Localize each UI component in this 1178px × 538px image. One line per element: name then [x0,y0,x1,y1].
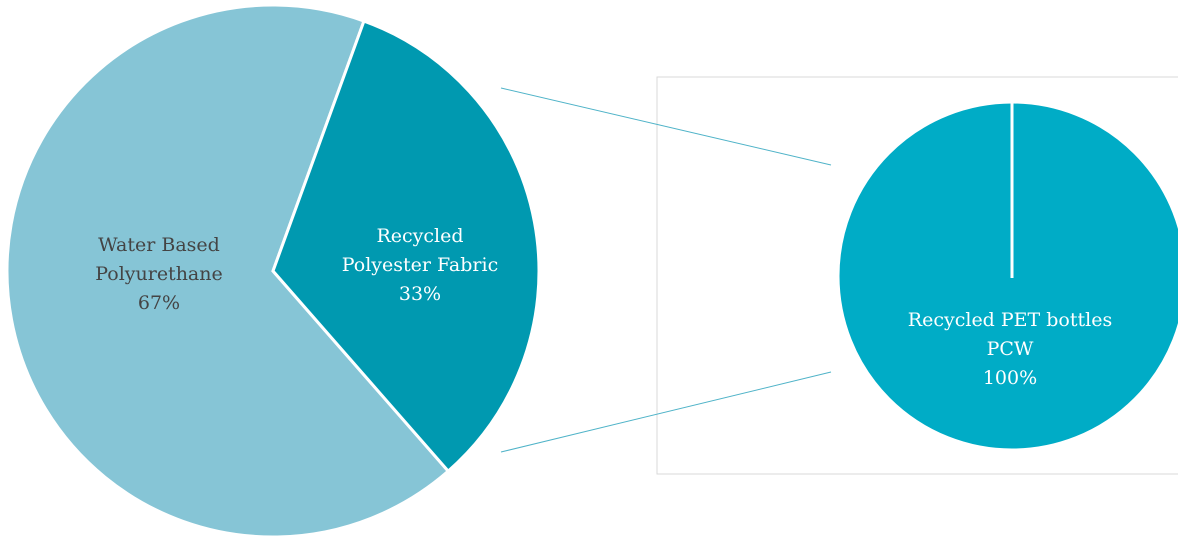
detail-pie [836,100,1178,452]
main-pie-data-label-recycled-polyester-fabric-line-1: Recycled [376,225,463,247]
data-labels: Water Based Polyurethane 67% Recycled Polyes… [95,225,1112,389]
main-pie-data-label-recycled-polyester-fabric-line-3: 33% [399,283,441,305]
main-pie-data-label-water-based-polyurethane-line-1: Water Based [98,234,220,256]
detail-pie-data-label-recycled-pet-bottles-pcw-line-2: PCW [987,338,1034,360]
main-pie-data-label-water-based-polyurethane-line-2: Polyurethane [95,263,223,285]
main-pie-slice-water-based-polyurethane [5,3,451,538]
connector-line-bottom [500,371,832,453]
detail-pie-frame [656,76,1178,475]
connector-line-top [500,87,832,166]
detail-pie-data-label-recycled-pet-bottles-pcw-line-1: Recycled PET bottles [908,309,1112,331]
detail-pie-data-label-recycled-pet-bottles-pcw-line-3: 100% [983,367,1037,389]
main-pie-data-label-water-based-polyurethane-line-3: 67% [138,292,180,314]
main-pie-slice-recycled-polyester-fabric [271,19,541,474]
detail-pie-slice-recycled-pet-bottles-pcw [836,100,1178,452]
main-pie-data-label-recycled-polyester-fabric-line-2: Polyester Fabric [342,254,498,276]
main-pie [5,3,541,538]
